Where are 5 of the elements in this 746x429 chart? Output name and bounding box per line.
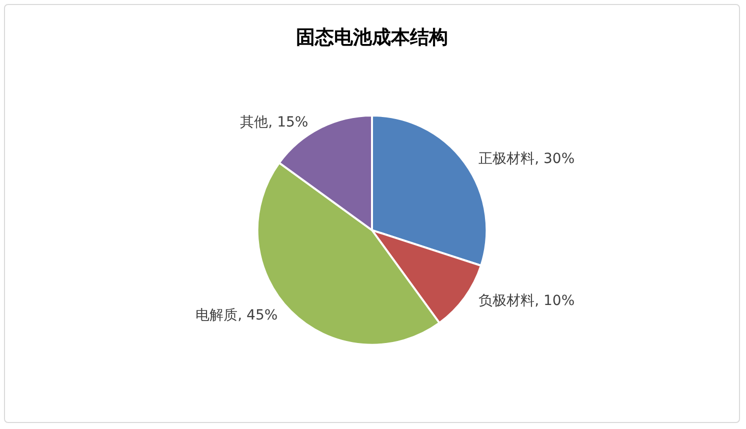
slice-label: 负极材料, 10% [478,293,575,310]
slice-label: 电解质, 45% [196,308,278,324]
slice-label: 正极材料, 30% [478,151,575,168]
slice-label: 其他, 15% [240,114,308,131]
chart-title: 固态电池成本结构 [296,26,448,48]
